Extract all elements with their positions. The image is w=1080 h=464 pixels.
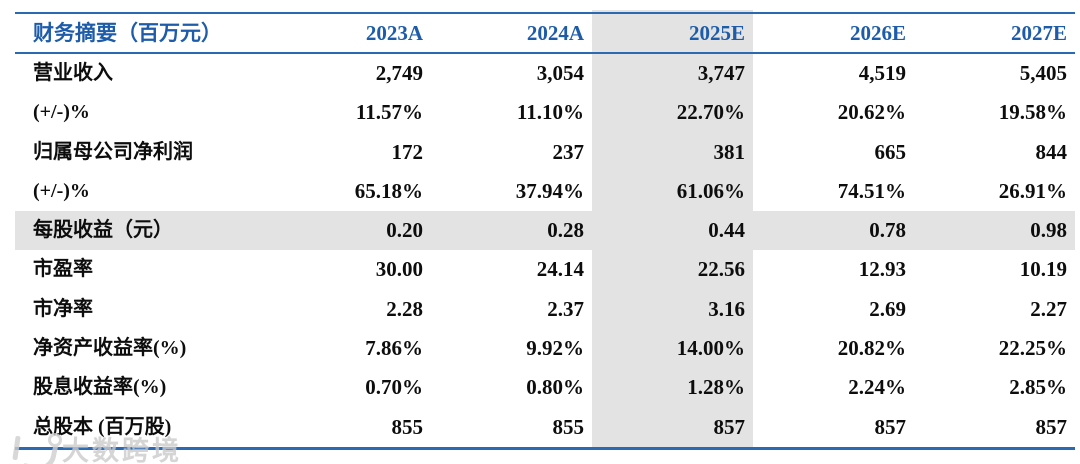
row-value: 857	[1035, 414, 1068, 439]
row-label: (+/-)%	[33, 101, 90, 124]
table-row: 股息收益率(%) 0.70% 0.80% 1.28% 2.24% 2.85%	[15, 368, 1075, 407]
row-value: 22.70%	[676, 100, 745, 125]
row-value: 2.27	[1030, 296, 1067, 321]
row-label: 营业收入	[33, 62, 113, 84]
row-value: 19.58%	[998, 100, 1067, 125]
watermark-logo-icon	[6, 432, 62, 464]
row-label: 每股收益（元）	[33, 219, 173, 242]
row-value: 14.00%	[676, 336, 745, 361]
row-value: 2.37	[547, 296, 584, 321]
row-value: 2.24%	[848, 375, 906, 400]
row-value: 4,519	[858, 61, 906, 85]
row-value: 844	[1035, 139, 1068, 164]
row-value: 20.62%	[837, 100, 906, 125]
row-value: 0.70%	[365, 375, 423, 400]
row-value: 0.78	[869, 218, 906, 243]
row-value: 0.44	[708, 218, 745, 243]
row-value: 5,405	[1019, 61, 1067, 85]
row-value: 3,747	[697, 61, 745, 85]
row-value: 11.10%	[516, 100, 584, 125]
row-value: 3.16	[708, 296, 745, 321]
row-value: 1.28%	[687, 375, 745, 400]
row-value: 9.92%	[526, 336, 584, 361]
row-label: 市净率	[33, 297, 93, 320]
row-value: 11.57%	[355, 100, 423, 125]
row-value: 2,749	[375, 61, 423, 85]
row-value: 20.82%	[837, 336, 906, 361]
row-label: 总股本 (百万股)	[33, 415, 172, 438]
table-row: (+/-)% 11.57% 11.10% 22.70% 20.62% 19.58%	[15, 93, 1075, 132]
table-row: 总股本 (百万股) 855 855 857 857 857	[15, 408, 1075, 447]
header-year-cell: 2023A	[365, 21, 423, 45]
financial-summary-table: 财务摘要（百万元） 2023A 2024A 2025E 2026E 2027E 营业收入 2…	[15, 12, 1075, 450]
header-year-cell: 2026E	[849, 21, 906, 45]
row-value: 237	[552, 139, 585, 164]
header-year-cell: 2027E	[1010, 21, 1067, 45]
row-value: 37.94%	[515, 178, 584, 203]
row-value: 855	[552, 414, 585, 439]
row-value: 855	[391, 414, 424, 439]
row-value: 0.28	[547, 218, 584, 243]
row-label: 市盈率	[33, 258, 93, 281]
row-value: 22.56	[697, 257, 745, 282]
row-value: 2.69	[869, 296, 906, 321]
row-value: 26.91%	[998, 178, 1067, 203]
row-value: 381	[713, 139, 746, 164]
row-value: 2.28	[386, 296, 423, 321]
watermark-text: 大数跨境	[62, 436, 182, 464]
row-value: 30.00	[375, 257, 423, 282]
row-value: 172	[391, 139, 424, 164]
table-body: 营业收入 2,749 3,054 3,747 4,519 5,405 (+/-)% 11.57…	[15, 54, 1075, 447]
row-value: 10.19	[1019, 257, 1067, 282]
header-year-cell: 2025E	[688, 21, 745, 45]
header-year-cell: 2024A	[526, 21, 584, 45]
row-value: 12.93	[858, 257, 906, 282]
row-value: 0.80%	[526, 375, 584, 400]
row-value: 24.14	[536, 257, 584, 282]
row-value: 65.18%	[354, 178, 423, 203]
row-label: 归属母公司净利润	[33, 140, 193, 163]
row-value: 0.98	[1030, 218, 1067, 243]
row-value: 22.25%	[998, 336, 1067, 361]
row-value: 3,054	[536, 61, 584, 85]
table-header-row: 财务摘要（百万元） 2023A 2024A 2025E 2026E 2027E	[15, 14, 1075, 54]
table-row: 营业收入 2,749 3,054 3,747 4,519 5,405	[15, 54, 1075, 93]
table-row: 净资产收益率(%) 7.86% 9.92% 14.00% 20.82% 22.25%	[15, 329, 1075, 368]
row-value: 0.20	[386, 218, 423, 243]
header-title-cell: 财务摘要（百万元）	[33, 21, 222, 45]
row-value: 857	[713, 414, 746, 439]
row-value: 857	[874, 414, 907, 439]
row-label: 股息收益率(%)	[33, 376, 167, 399]
row-value: 2.85%	[1009, 375, 1067, 400]
watermark: 大数跨境	[6, 429, 182, 464]
row-value: 61.06%	[676, 178, 745, 203]
row-value: 7.86%	[365, 336, 423, 361]
table-row: 归属母公司净利润 172 237 381 665 844	[15, 133, 1075, 172]
row-value: 74.51%	[837, 178, 906, 203]
row-label: 净资产收益率(%)	[33, 337, 187, 360]
row-value: 665	[874, 139, 907, 164]
table-row: 每股收益（元） 0.20 0.28 0.44 0.78 0.98	[15, 211, 1075, 251]
table-row: 市盈率 30.00 24.14 22.56 12.93 10.19	[15, 250, 1075, 289]
row-label: (+/-)%	[33, 179, 90, 202]
table-row: 市净率 2.28 2.37 3.16 2.69 2.27	[15, 290, 1075, 329]
table-row: (+/-)% 65.18% 37.94% 61.06% 74.51% 26.91%	[15, 172, 1075, 211]
